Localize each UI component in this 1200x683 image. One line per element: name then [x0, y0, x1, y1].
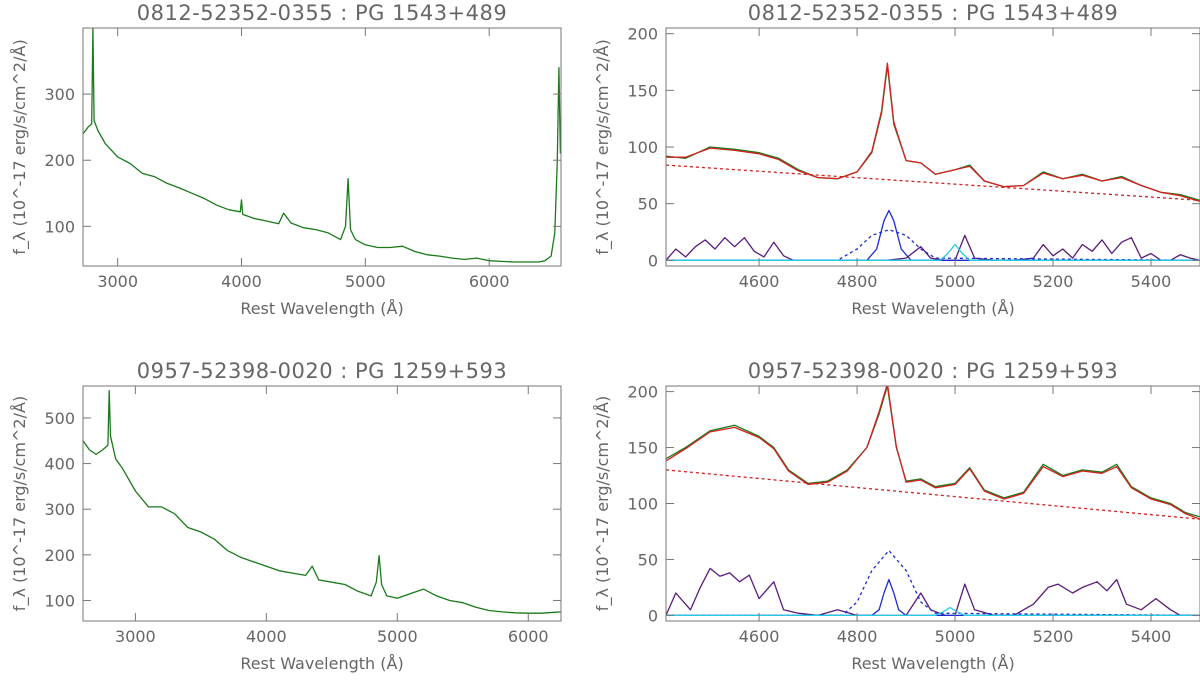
x-tick-label: 4800 [837, 627, 878, 646]
y-tick-label: 0 [648, 606, 658, 625]
panel-bottom-right: 4600 4800 5000 5200 5400 0 50 100 150 200 0957-523… [593, 359, 1200, 673]
x-tick-label: 5400 [1131, 627, 1172, 646]
series-line-0 [83, 28, 561, 263]
panel-top-left: 3000 4000 5000 6000 100 200 300 0812-52352-0355… [10, 1, 562, 318]
series-line-3 [666, 567, 1200, 617]
series-line-4 [666, 209, 1200, 261]
series-line-5 [666, 549, 1200, 617]
panel-title: 0957-52398-0020 : PG 1259+593 [137, 359, 508, 383]
x-tick-label: 3000 [97, 272, 138, 291]
y-axis-label: f_λ (10^-17 erg/s/cm^2/Å) [10, 39, 30, 254]
panel-bottom-left: 3000 4000 5000 6000 100 200 300 400 500 0957-5239… [10, 359, 562, 673]
x-tick-label: 3000 [115, 627, 156, 646]
y-tick-label: 200 [44, 151, 75, 170]
series-line-6 [666, 606, 1200, 617]
series-line-2 [666, 164, 1200, 201]
x-tick-label: 5000 [345, 272, 386, 291]
y-tick-label: 200 [627, 25, 658, 44]
series-line-1 [666, 386, 1200, 520]
x-tick-label: 4600 [739, 272, 780, 291]
series-line-2 [666, 469, 1200, 520]
series-line-0 [666, 386, 1200, 518]
y-tick-label: 100 [627, 495, 658, 514]
y-tick-label: 400 [44, 455, 75, 474]
x-axis-label: Rest Wavelength (Å) [851, 654, 1014, 673]
y-tick-label: 100 [627, 138, 658, 157]
y-axis-label: f_λ (10^-17 erg/s/cm^2/Å) [593, 396, 613, 611]
panel-title: 0957-52398-0020 : PG 1259+593 [748, 359, 1119, 383]
y-tick-label: 50 [638, 550, 658, 569]
y-tick-label: 200 [44, 546, 75, 565]
series-group [83, 389, 561, 614]
plot-frame [665, 27, 1200, 267]
plot-frame [665, 385, 1200, 622]
y-tick-label: 300 [44, 85, 75, 104]
x-tick-label: 6000 [469, 272, 510, 291]
x-tick-label: 6000 [508, 627, 549, 646]
y-tick-label: 0 [648, 251, 658, 270]
y-tick-label: 300 [44, 500, 75, 519]
y-tick-label: 50 [638, 195, 658, 214]
series-line-6 [666, 243, 1200, 261]
panel-top-right: 4600 4800 5000 5200 5400 0 50 100 150 200 0812-523… [593, 1, 1200, 318]
panel-title: 0812-52352-0355 : PG 1543+489 [137, 1, 508, 25]
x-tick-label: 5200 [1033, 627, 1074, 646]
y-axis-label: f_λ (10^-17 erg/s/cm^2/Å) [10, 396, 30, 611]
plot-frame [82, 27, 562, 267]
y-tick-label: 150 [627, 439, 658, 458]
x-tick-label: 5000 [935, 272, 976, 291]
x-tick-label: 5000 [377, 627, 418, 646]
x-tick-label: 5000 [935, 627, 976, 646]
series-group [666, 62, 1200, 261]
series-line-1 [666, 62, 1200, 203]
x-tick-label: 4000 [221, 272, 262, 291]
plot-frame [82, 385, 562, 622]
series-line-0 [83, 389, 561, 614]
x-axis-label: Rest Wavelength (Å) [240, 654, 403, 673]
panel-title: 0812-52352-0355 : PG 1543+489 [748, 1, 1119, 25]
x-tick-label: 4600 [739, 627, 780, 646]
series-group [666, 386, 1200, 617]
y-tick-label: 500 [44, 409, 75, 428]
y-tick-label: 100 [44, 591, 75, 610]
x-tick-label: 5400 [1131, 272, 1172, 291]
y-tick-label: 200 [627, 383, 658, 402]
x-tick-label: 4800 [837, 272, 878, 291]
x-axis-label: Rest Wavelength (Å) [240, 299, 403, 318]
series-line-0 [666, 64, 1200, 201]
y-axis-label: f_λ (10^-17 erg/s/cm^2/Å) [593, 39, 613, 254]
series-group [83, 28, 561, 263]
y-tick-label: 100 [44, 217, 75, 236]
y-tick-label: 150 [627, 81, 658, 100]
series-line-4 [666, 578, 1200, 617]
x-tick-label: 5200 [1033, 272, 1074, 291]
x-tick-label: 4000 [246, 627, 287, 646]
x-axis-label: Rest Wavelength (Å) [851, 299, 1014, 318]
